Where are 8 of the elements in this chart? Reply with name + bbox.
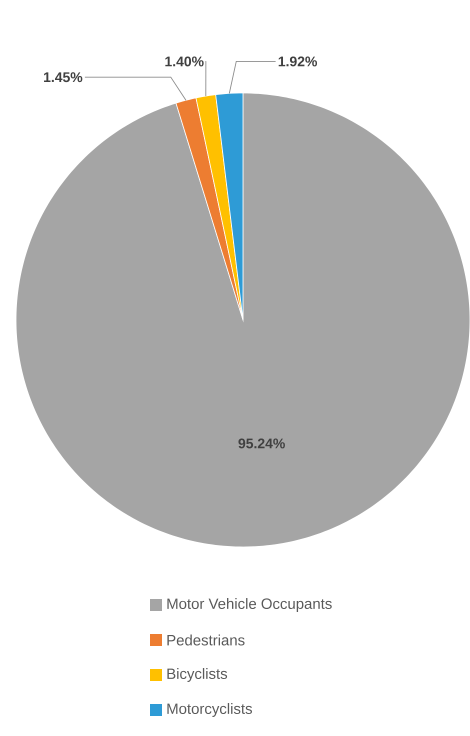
data-label: 1.40% <box>165 56 204 66</box>
data-label: 1.92% <box>278 56 317 66</box>
legend-label: Bicyclists <box>167 668 228 682</box>
legend-label: Motorcyclists <box>167 703 252 717</box>
legend-label: Pedestrians <box>167 634 245 646</box>
data-label: 1.45% <box>44 72 82 82</box>
legend-label: Motor Vehicle Occupants <box>167 598 332 612</box>
data-label: 95.24% <box>238 438 285 448</box>
